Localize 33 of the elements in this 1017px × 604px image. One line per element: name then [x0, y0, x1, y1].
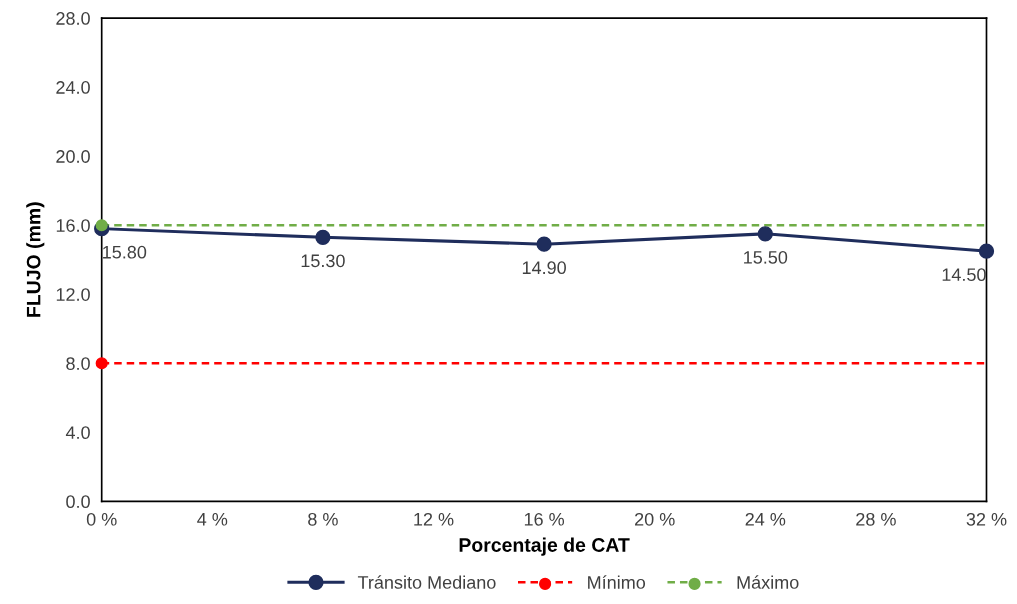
- x-tick-label: 4 %: [197, 512, 228, 526]
- point: [978, 243, 995, 259]
- y-tick-label: 0.0: [66, 495, 90, 509]
- point: [536, 236, 552, 252]
- x-tick-label: 28 %: [856, 512, 896, 526]
- y-tick-label: 16.0: [56, 219, 90, 232]
- point: [95, 219, 108, 232]
- data-label: 14.50: [942, 268, 986, 282]
- data-label: 15.80: [103, 245, 147, 259]
- point: [315, 229, 331, 245]
- y-tick-label: 28.0: [56, 12, 90, 25]
- y-tick-label: 8.0: [66, 357, 90, 370]
- data-label: 15.50: [744, 250, 788, 264]
- x-axis-title: Porcentaje de CAT: [459, 537, 630, 556]
- y-tick-label: 20.0: [56, 150, 90, 163]
- y-tick-label: 12.0: [56, 288, 90, 301]
- legend-label: Tránsito Mediano: [357, 575, 496, 589]
- x-tick-label: 0 %: [86, 512, 117, 526]
- x-tick-label: 8 %: [308, 512, 338, 526]
- x-tick-label: 20 %: [635, 512, 675, 526]
- data-label: 15.30: [301, 254, 345, 268]
- x-tick-label: 32 %: [966, 512, 1007, 526]
- x-tick-label: 24 %: [745, 512, 786, 526]
- legend-label: Máximo: [737, 575, 799, 589]
- y-tick-label: 4.0: [65, 426, 90, 440]
- data-label: 14.90: [522, 261, 566, 275]
- point: [95, 357, 108, 370]
- x-tick-label: 12 %: [414, 512, 454, 526]
- y-axis-title: FLUJO (mm): [26, 202, 45, 317]
- y-tick-label: 24.0: [56, 81, 90, 94]
- point: [757, 226, 773, 242]
- legend-label: Mínimo: [588, 575, 646, 589]
- x-tick-label: 16 %: [524, 512, 565, 526]
